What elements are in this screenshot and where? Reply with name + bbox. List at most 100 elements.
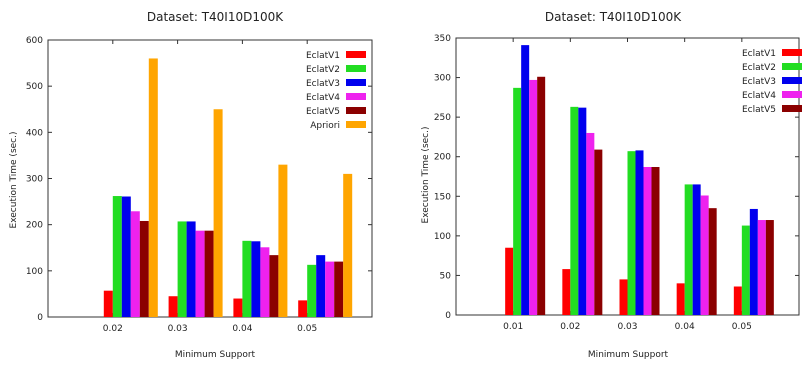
legend-swatch — [346, 121, 366, 128]
bar-apriori — [213, 109, 223, 317]
legend-swatch — [782, 63, 802, 70]
legend-label: EclatV3 — [306, 79, 340, 89]
y-tick-label: 350 — [434, 34, 451, 44]
legend-label: EclatV4 — [742, 91, 776, 101]
bar-eclatv4 — [529, 79, 538, 316]
legend-label: EclatV1 — [742, 49, 776, 59]
bar-eclatv1 — [619, 279, 628, 315]
y-axis-label: Execution Time (sec.) — [9, 132, 19, 229]
y-tick-label: 100 — [434, 232, 451, 242]
y-tick-label: 300 — [434, 74, 451, 84]
bar-eclatv1 — [733, 286, 742, 315]
legend-swatch — [782, 91, 802, 98]
x-tick-label: 0.04 — [675, 322, 695, 332]
bar-eclatv1 — [676, 283, 685, 315]
bar-eclatv3 — [578, 107, 587, 315]
legend-swatch — [346, 65, 366, 72]
legend-swatch — [782, 77, 802, 84]
legend-swatch — [346, 51, 366, 58]
bar-eclatv2 — [307, 264, 317, 317]
bar-eclatv5 — [269, 255, 279, 317]
bar-eclatv3 — [251, 241, 261, 317]
bar-eclatv4 — [325, 261, 335, 317]
bar-eclatv5 — [651, 167, 660, 315]
x-tick-label: 0.05 — [732, 322, 752, 332]
bar-eclatv1 — [233, 298, 243, 317]
bar-eclatv1 — [168, 296, 178, 317]
x-tick-label: 0.05 — [297, 324, 317, 334]
bar-apriori — [278, 164, 288, 317]
x-tick-label: 0.04 — [232, 324, 252, 334]
bar-eclatv4 — [195, 230, 205, 317]
y-tick-label: 200 — [434, 153, 451, 163]
x-tick-label: 0.02 — [560, 322, 580, 332]
bar-eclatv5 — [139, 220, 149, 317]
chart-title: Dataset: T40I10D100K — [545, 10, 682, 24]
bar-eclatv3 — [521, 45, 530, 315]
bar-eclatv1 — [505, 247, 514, 315]
bar-eclatv1 — [562, 269, 571, 315]
legend-swatch — [346, 93, 366, 100]
bar-eclatv1 — [103, 290, 113, 317]
chart-title: Dataset: T40I10D100K — [147, 10, 284, 24]
legend-label: EclatV4 — [306, 93, 340, 103]
x-tick-label: 0.03 — [168, 324, 188, 334]
legend-label: EclatV5 — [742, 105, 776, 115]
bar-eclatv4 — [700, 195, 709, 315]
bar-eclatv3 — [635, 150, 644, 315]
bar-eclatv2 — [741, 225, 750, 315]
y-tick-label: 250 — [434, 113, 451, 123]
y-axis-label: Execution Time (sec.) — [421, 127, 431, 224]
bar-eclatv3 — [186, 221, 196, 317]
chart-panel-right: Dataset: T40I10D100K Execution Time (sec… — [402, 0, 804, 365]
chart-left-svg: Dataset: T40I10D100K Execution Time (sec… — [9, 10, 373, 360]
y-tick-label: 200 — [26, 221, 43, 231]
bar-eclatv2 — [112, 196, 122, 317]
bar-eclatv3 — [692, 184, 701, 315]
bar-eclatv2 — [242, 240, 252, 317]
bar-eclatv4 — [130, 211, 140, 317]
legend-swatch — [346, 107, 366, 114]
x-axis-label: Minimum Support — [175, 350, 256, 360]
y-tick-label: 50 — [440, 271, 452, 281]
bar-eclatv2 — [684, 184, 693, 315]
y-tick-label: 0 — [37, 313, 43, 323]
bar-eclatv5 — [537, 76, 546, 315]
legend-label: EclatV2 — [742, 63, 776, 73]
bar-eclatv3 — [749, 208, 758, 315]
bar-eclatv4 — [586, 132, 595, 315]
legend-swatch — [782, 105, 802, 112]
bar-eclatv5 — [334, 261, 344, 317]
bar-eclatv5 — [594, 149, 603, 315]
y-tick-label: 500 — [26, 82, 43, 92]
bar-eclatv4 — [643, 167, 652, 315]
bar-eclatv3 — [316, 255, 326, 317]
chart-right-svg: Dataset: T40I10D100K Execution Time (sec… — [421, 10, 802, 360]
bar-eclatv5 — [765, 220, 774, 315]
legend-swatch — [782, 49, 802, 56]
y-tick-label: 150 — [434, 192, 451, 202]
bar-eclatv2 — [177, 221, 187, 317]
legend-label: EclatV2 — [306, 65, 340, 75]
legend-label: EclatV5 — [306, 107, 340, 117]
y-tick-label: 100 — [26, 267, 43, 277]
x-tick-label: 0.02 — [103, 324, 123, 334]
bar-apriori — [148, 58, 158, 317]
y-tick-label: 400 — [26, 128, 43, 138]
bar-eclatv4 — [757, 220, 766, 315]
bar-apriori — [343, 173, 353, 317]
x-tick-label: 0.01 — [503, 322, 523, 332]
legend-swatch — [346, 79, 366, 86]
bar-eclatv3 — [121, 196, 131, 317]
bar-eclatv2 — [570, 106, 579, 316]
y-tick-label: 0 — [445, 311, 451, 321]
x-axis-label: Minimum Support — [588, 350, 669, 360]
bar-eclatv2 — [513, 87, 522, 315]
y-tick-label: 300 — [26, 175, 43, 185]
bar-eclatv2 — [627, 151, 636, 315]
chart-panel-left: Dataset: T40I10D100K Execution Time (sec… — [0, 0, 400, 365]
bar-eclatv5 — [204, 230, 214, 317]
bar-eclatv1 — [298, 300, 308, 317]
bar-eclatv5 — [708, 208, 717, 315]
bar-eclatv4 — [260, 247, 270, 317]
